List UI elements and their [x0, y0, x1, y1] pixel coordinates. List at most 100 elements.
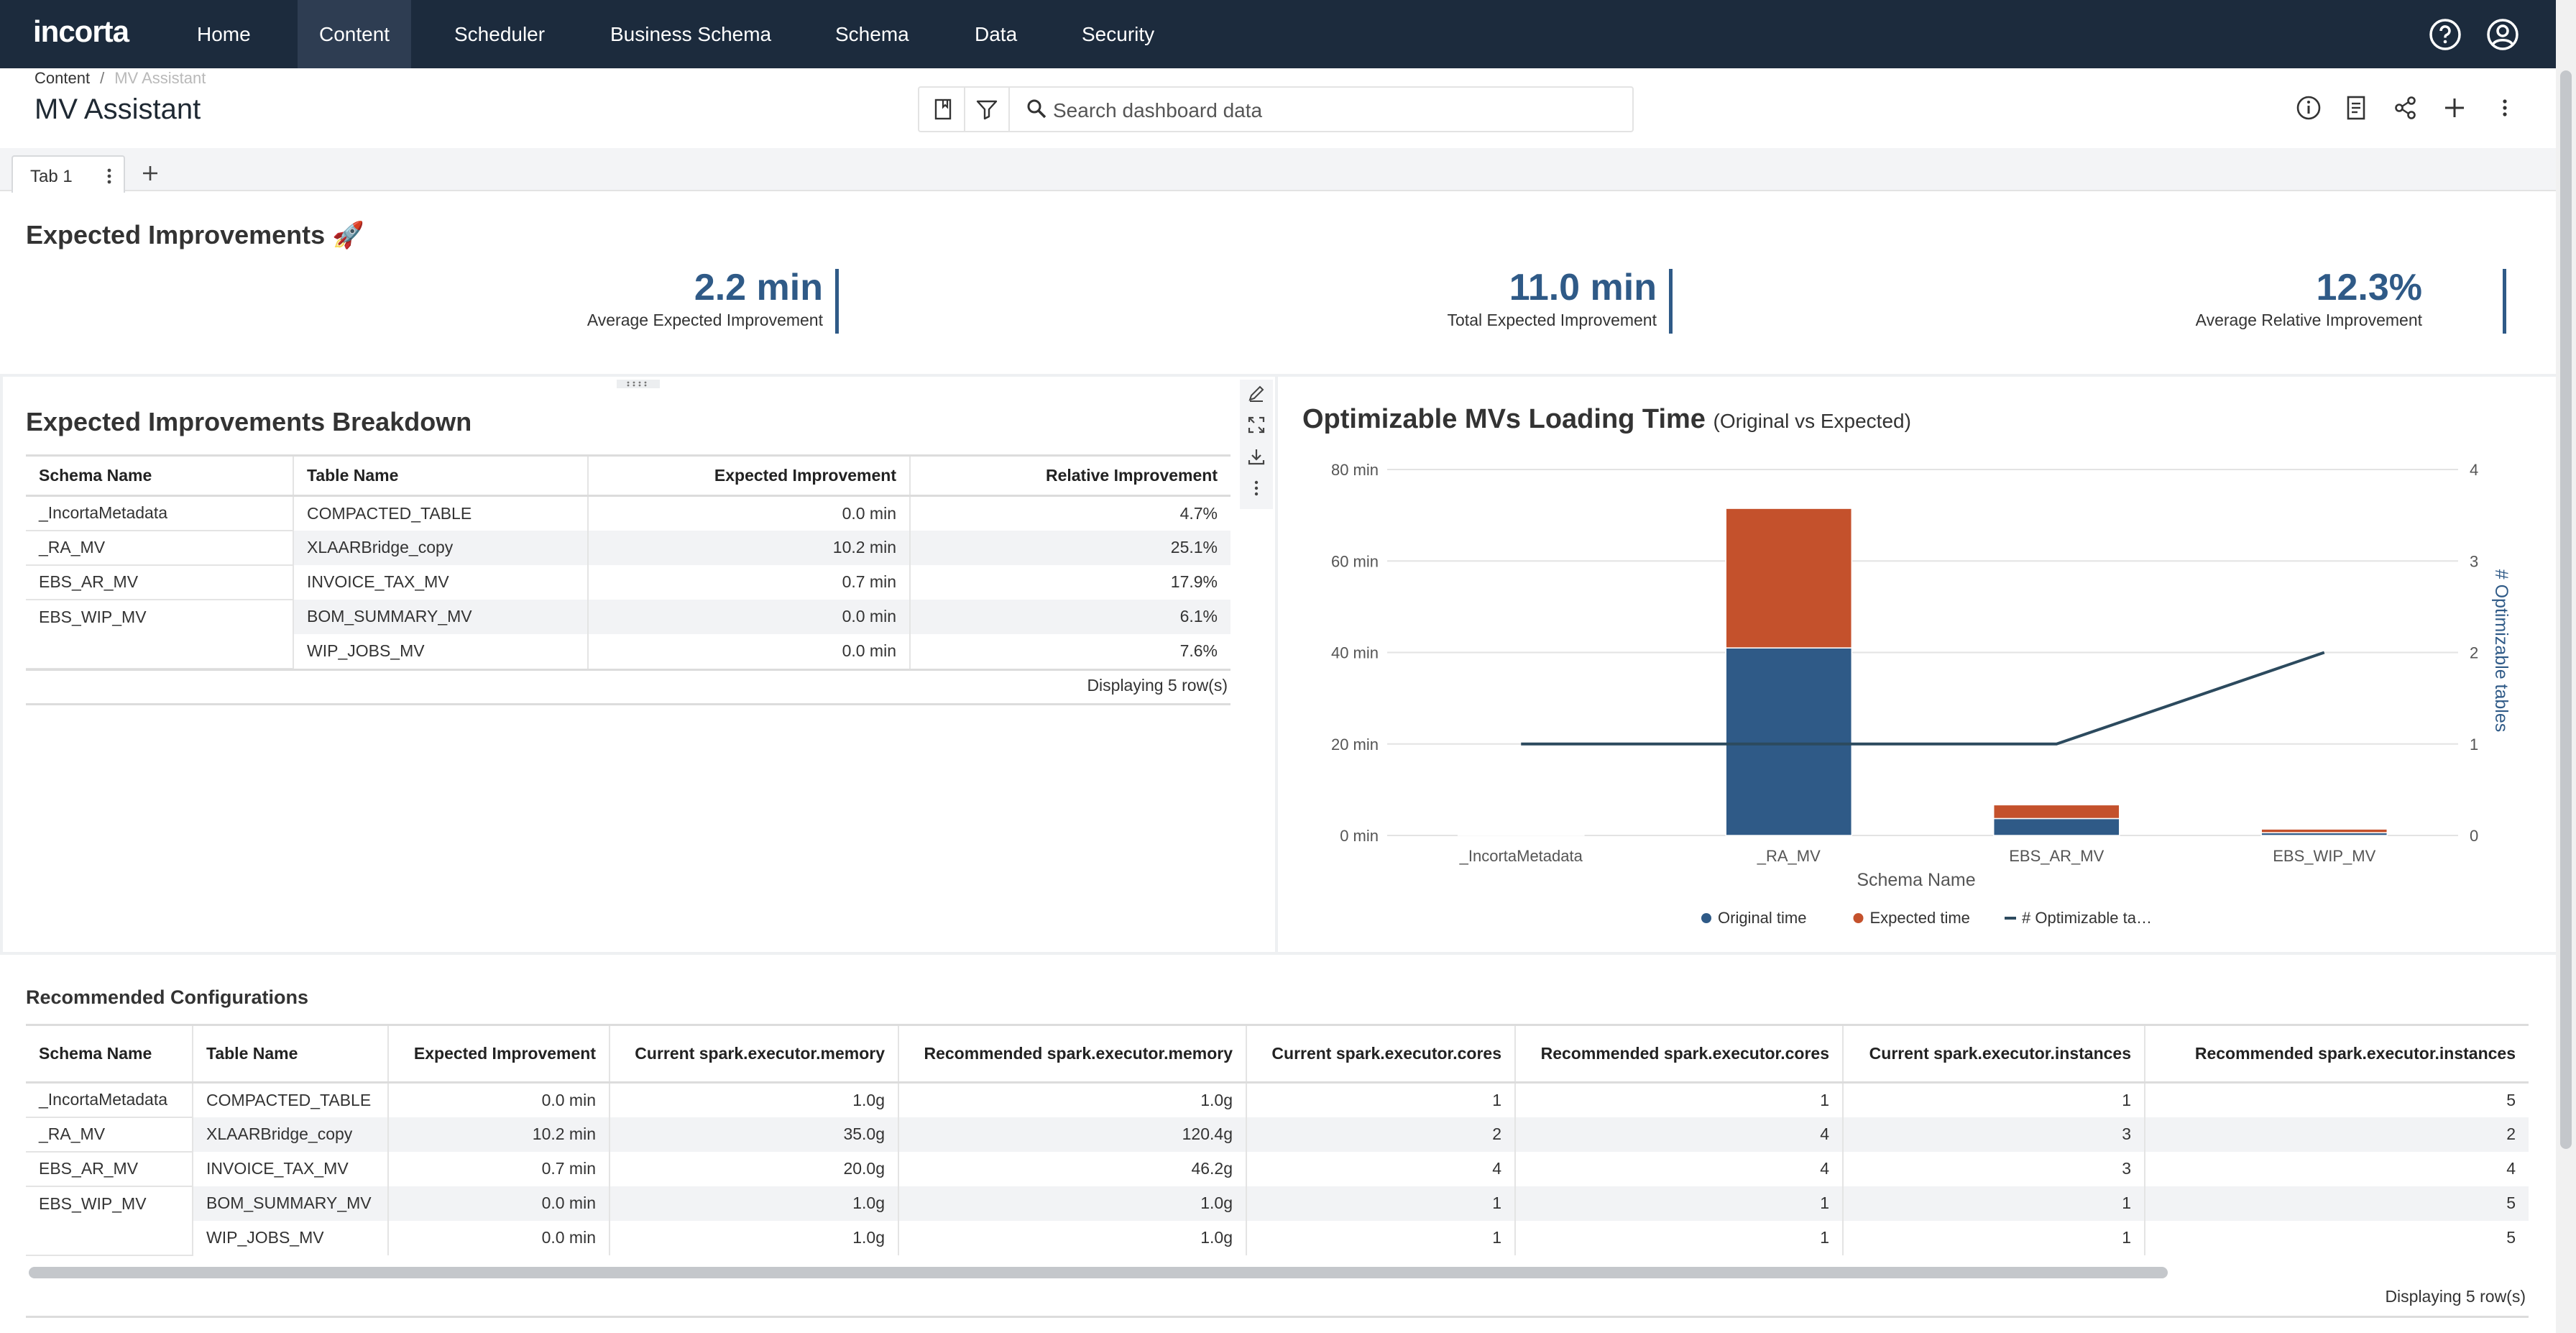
- panel-side-toolbar: [1240, 380, 1273, 509]
- add-icon[interactable]: [2440, 93, 2469, 122]
- loading-time-chart: 0 min 20 min 40 min 60 min 80 min 0 1 2 3 4 _Incor…: [1331, 461, 2508, 927]
- column-header[interactable]: Schema Name: [26, 1024, 193, 1084]
- table-name-cell: XLAARBridge_copy: [192, 1117, 388, 1152]
- bookmark-icon[interactable]: [932, 98, 954, 121]
- incorta-logo[interactable]: incorta: [33, 14, 129, 48]
- table-header-row: Schema Name Table Name Expected Improvem…: [26, 454, 1230, 497]
- expand-icon[interactable]: [1247, 416, 1266, 434]
- column-header[interactable]: Current spark.executor.instances: [1842, 1024, 2145, 1084]
- column-header[interactable]: Recommended spark.executor.memory: [898, 1024, 1246, 1084]
- tab-1[interactable]: Tab 1: [12, 155, 125, 193]
- table-row[interactable]: _IncortaMetadata COMPACTED_TABLE 0.0 min…: [26, 495, 1230, 531]
- info-icon[interactable]: [2294, 93, 2323, 122]
- y2-tick-label: 0: [2470, 827, 2478, 845]
- schema-name-cell: _RA_MV: [26, 530, 293, 566]
- section-divider: [1275, 374, 1278, 955]
- toolbar-divider: [964, 88, 965, 131]
- tab-more-icon[interactable]: [102, 167, 116, 185]
- table-row[interactable]: _RA_MV XLAARBridge_copy 10.2 min 35.0g 1…: [26, 1117, 2529, 1153]
- expected-improvement-cell: 10.2 min: [587, 530, 910, 565]
- kpi-average-expected-label: Average Expected Improvement: [586, 311, 823, 329]
- table-row[interactable]: WIP_JOBS_MV 0.0 min 1.0g 1.0g 1 1 1 5: [26, 1220, 2529, 1255]
- nav-schema[interactable]: Schema: [835, 23, 909, 45]
- legend-label: # Optimizable ta…: [2022, 909, 2152, 927]
- nav-business-schema[interactable]: Business Schema: [610, 23, 772, 45]
- current-instances-cell: 3: [1842, 1151, 2145, 1186]
- user-profile-icon[interactable]: [2485, 17, 2520, 52]
- edit-icon[interactable]: [1247, 384, 1266, 403]
- resize-handle-icon[interactable]: [617, 380, 660, 388]
- add-tab-icon[interactable]: [141, 164, 160, 183]
- search-input[interactable]: Search dashboard data: [1053, 99, 1263, 122]
- filter-icon[interactable]: [975, 99, 998, 120]
- table-divider: [26, 1316, 2529, 1318]
- breadcrumb-current: MV Assistant: [114, 69, 206, 87]
- nav-home[interactable]: Home: [197, 23, 251, 45]
- expected-improvement-cell: 0.0 min: [587, 633, 910, 669]
- more-vertical-icon[interactable]: [2490, 93, 2519, 122]
- table-horizontal-scrollbar[interactable]: [29, 1267, 2168, 1278]
- column-header[interactable]: Schema Name: [26, 454, 293, 497]
- expected-improvement-cell: 0.7 min: [387, 1151, 610, 1186]
- nav-data[interactable]: Data: [975, 23, 1018, 45]
- kpi-accent-bar: [1669, 269, 1673, 334]
- schema-name-cell: EBS_WIP_MV: [26, 599, 293, 669]
- relative-improvement-cell: 7.6%: [909, 633, 1230, 669]
- breakdown-title: Expected Improvements Breakdown: [26, 407, 472, 436]
- page-scrollbar[interactable]: [2560, 70, 2572, 1149]
- table-row[interactable]: EBS_AR_MV INVOICE_TAX_MV 0.7 min 20.0g 4…: [26, 1151, 2529, 1187]
- kpi-total-expected-value: 11.0 min: [1509, 267, 1657, 308]
- recommended-row-count: Displaying 5 row(s): [2385, 1287, 2526, 1306]
- y2-tick-label: 2: [2470, 644, 2478, 662]
- nav-content[interactable]: Content: [298, 0, 412, 68]
- table-row[interactable]: _IncortaMetadata COMPACTED_TABLE 0.0 min…: [26, 1082, 2529, 1118]
- download-icon[interactable]: [1247, 447, 1266, 466]
- schema-name-cell: _RA_MV: [26, 1117, 193, 1153]
- y-tick-label: 40 min: [1331, 644, 1379, 662]
- share-icon[interactable]: [2391, 93, 2420, 122]
- table-row[interactable]: _RA_MV XLAARBridge_copy 10.2 min 25.1%: [26, 530, 1230, 566]
- recommended-memory-cell: 1.0g: [898, 1082, 1246, 1117]
- table-header-row: Schema Name Table Name Expected Improvem…: [26, 1024, 2529, 1084]
- column-header[interactable]: Recommended spark.executor.cores: [1514, 1024, 1843, 1084]
- y2-tick-label: 3: [2470, 552, 2478, 570]
- column-header[interactable]: Recommended spark.executor.instances: [2144, 1024, 2529, 1084]
- column-header[interactable]: Current spark.executor.cores: [1246, 1024, 1515, 1084]
- table-row[interactable]: WIP_JOBS_MV 0.0 min 7.6%: [26, 633, 1230, 669]
- dashboard-toolbar: Search dashboard data: [918, 86, 1634, 132]
- column-header[interactable]: Relative Improvement: [909, 454, 1230, 497]
- y2-axis-title: # Optimizable tables: [2491, 569, 2508, 733]
- breadcrumb-parent[interactable]: Content: [34, 69, 91, 87]
- table-name-cell: WIP_JOBS_MV: [192, 1220, 388, 1255]
- current-memory-cell: 1.0g: [609, 1186, 898, 1221]
- y-tick-label: 80 min: [1331, 461, 1379, 479]
- column-header[interactable]: Expected Improvement: [387, 1024, 610, 1084]
- table-name-cell: BOM_SUMMARY_MV: [192, 1186, 388, 1221]
- schema-name-cell: _IncortaMetadata: [26, 1082, 193, 1118]
- expected-improvements-title: Expected Improvements 🚀: [26, 220, 364, 249]
- current-cores-cell: 2: [1246, 1117, 1515, 1152]
- table-row[interactable]: EBS_WIP_MV BOM_SUMMARY_MV 0.0 min 6.1%: [26, 599, 1230, 669]
- nav-scheduler[interactable]: Scheduler: [454, 23, 546, 45]
- kpi-average-relative-value: 12.3%: [2316, 267, 2422, 308]
- table-name-cell: XLAARBridge_copy: [293, 530, 588, 565]
- table-row[interactable]: EBS_WIP_MV BOM_SUMMARY_MV 0.0 min 1.0g 1…: [26, 1186, 2529, 1256]
- nav-security[interactable]: Security: [1082, 23, 1155, 45]
- expected-improvement-cell: 0.0 min: [387, 1220, 610, 1255]
- column-header[interactable]: Expected Improvement: [587, 454, 910, 497]
- column-header[interactable]: Table Name: [192, 1024, 388, 1084]
- recommended-table: Schema Name Table Name Expected Improvem…: [26, 1024, 2529, 1256]
- section-divider: [0, 952, 2556, 955]
- column-header[interactable]: Table Name: [293, 454, 588, 497]
- bar-segment: [1725, 647, 1853, 836]
- help-icon[interactable]: [2428, 17, 2462, 52]
- column-header[interactable]: Current spark.executor.memory: [609, 1024, 898, 1084]
- more-vertical-icon[interactable]: [1247, 479, 1266, 498]
- recommended-instances-cell: 5: [2144, 1186, 2529, 1221]
- search-icon: [1027, 99, 1046, 119]
- table-row[interactable]: EBS_AR_MV INVOICE_TAX_MV 0.7 min 17.9%: [26, 564, 1230, 600]
- table-name-cell: BOM_SUMMARY_MV: [293, 599, 588, 634]
- relative-improvement-cell: 6.1%: [909, 599, 1230, 634]
- bookmark-list-icon[interactable]: [2342, 93, 2370, 122]
- line-series: [1521, 651, 2325, 746]
